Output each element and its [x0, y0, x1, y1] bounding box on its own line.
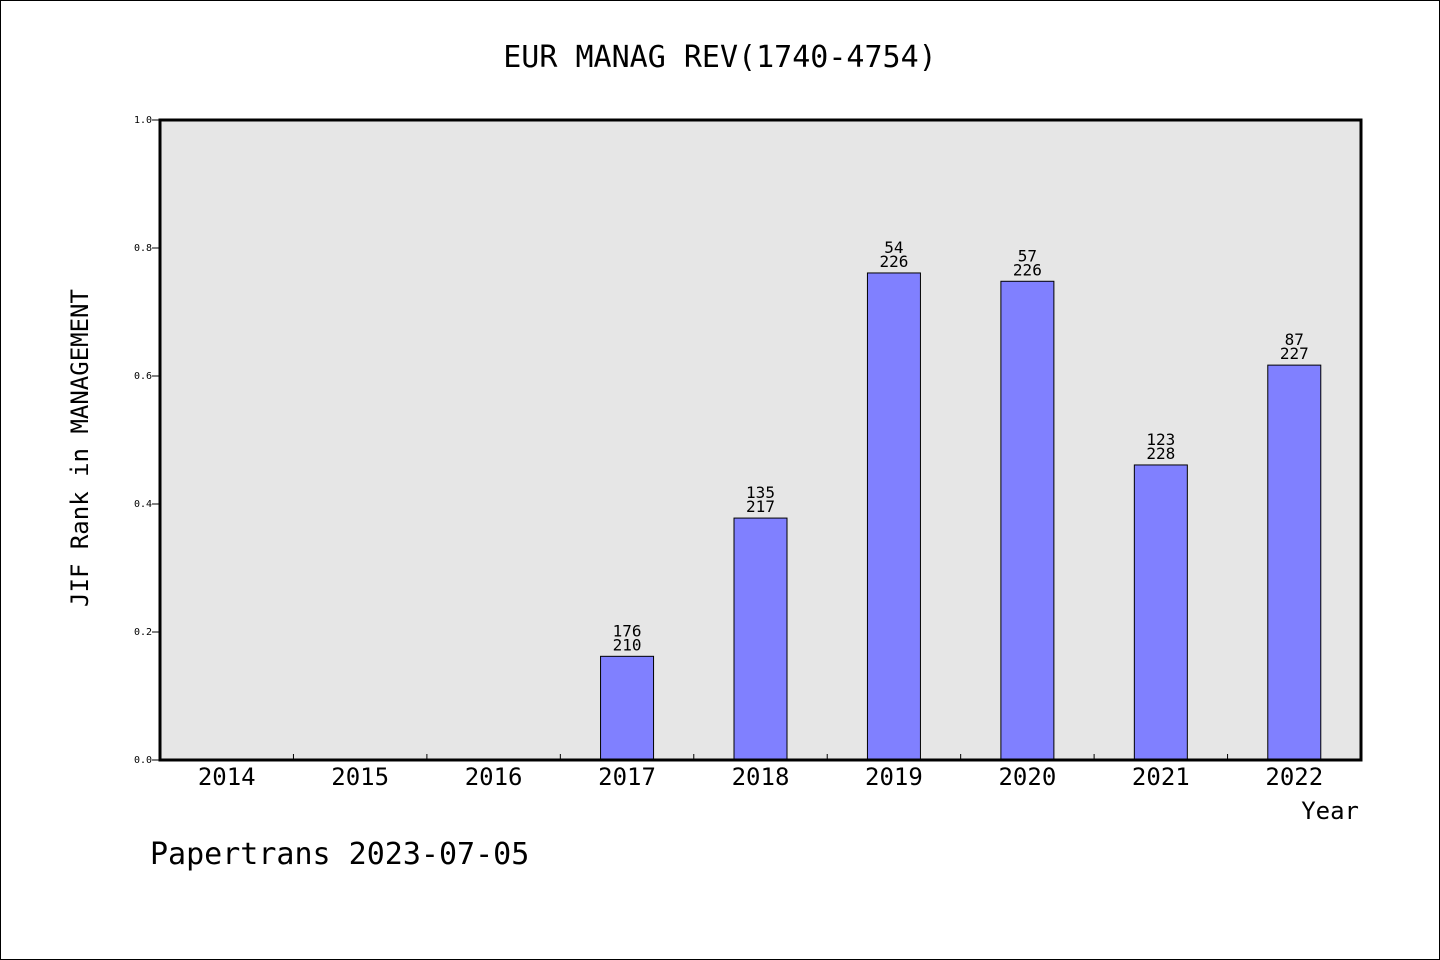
x-tick-label: 2017	[598, 763, 656, 791]
bar-2021	[1133, 464, 1188, 761]
y-tick-label: 0.0	[134, 755, 152, 766]
y-axis: 0.0 0.2 0.4 0.6 0.8 1.0	[134, 115, 160, 766]
x-tick-label: 2018	[732, 763, 790, 791]
bar-label-total: 228	[1146, 444, 1175, 463]
bar-label-total: 227	[1280, 344, 1309, 363]
bar-2019	[866, 272, 921, 761]
bar-2017	[600, 655, 655, 761]
y-axis-label: JIF Rank in MANAGEMENT	[66, 289, 94, 607]
x-axis: 2014 2015 2016 2017 2018 2019 2020 2021 2022	[198, 754, 1323, 791]
plot-border	[158, 118, 1363, 762]
y-tick-label: 0.6	[134, 371, 152, 382]
bar-2020	[1000, 280, 1055, 761]
x-tick-label: 2022	[1265, 763, 1323, 791]
x-tick-label: 2015	[331, 763, 389, 791]
x-tick-label: 2016	[465, 763, 523, 791]
bar-label-rank: 176	[613, 621, 642, 640]
y-tick-label: 1.0	[134, 115, 152, 126]
bar-label-rank: 57	[1018, 246, 1037, 265]
footer-credit: Papertrans 2023-07-05	[150, 837, 529, 872]
bar-label-total: 226	[879, 252, 908, 271]
bar-label-rank: 135	[746, 483, 775, 502]
bar-label-rank: 87	[1285, 330, 1304, 349]
x-tick-label: 2021	[1132, 763, 1190, 791]
bar-label-rank: 54	[884, 238, 903, 257]
bar-2022	[1267, 364, 1322, 761]
x-tick-label: 2019	[865, 763, 923, 791]
bar-2018	[733, 517, 788, 761]
x-tick-label: 2014	[198, 763, 256, 791]
x-tick-label: 2020	[998, 763, 1056, 791]
bar-label-total: 226	[1013, 260, 1042, 279]
bar-label-total: 210	[613, 635, 642, 654]
bar-label-total: 217	[746, 497, 775, 516]
chart-title: EUR MANAG REV(1740-4754)	[503, 40, 936, 75]
x-axis-label: Year	[1301, 797, 1359, 825]
y-tick-label: 0.8	[134, 243, 152, 254]
y-tick-label: 0.4	[134, 499, 152, 510]
y-tick-label: 0.2	[134, 627, 152, 638]
bars	[600, 272, 1322, 761]
bar-label-rank: 123	[1146, 430, 1175, 449]
